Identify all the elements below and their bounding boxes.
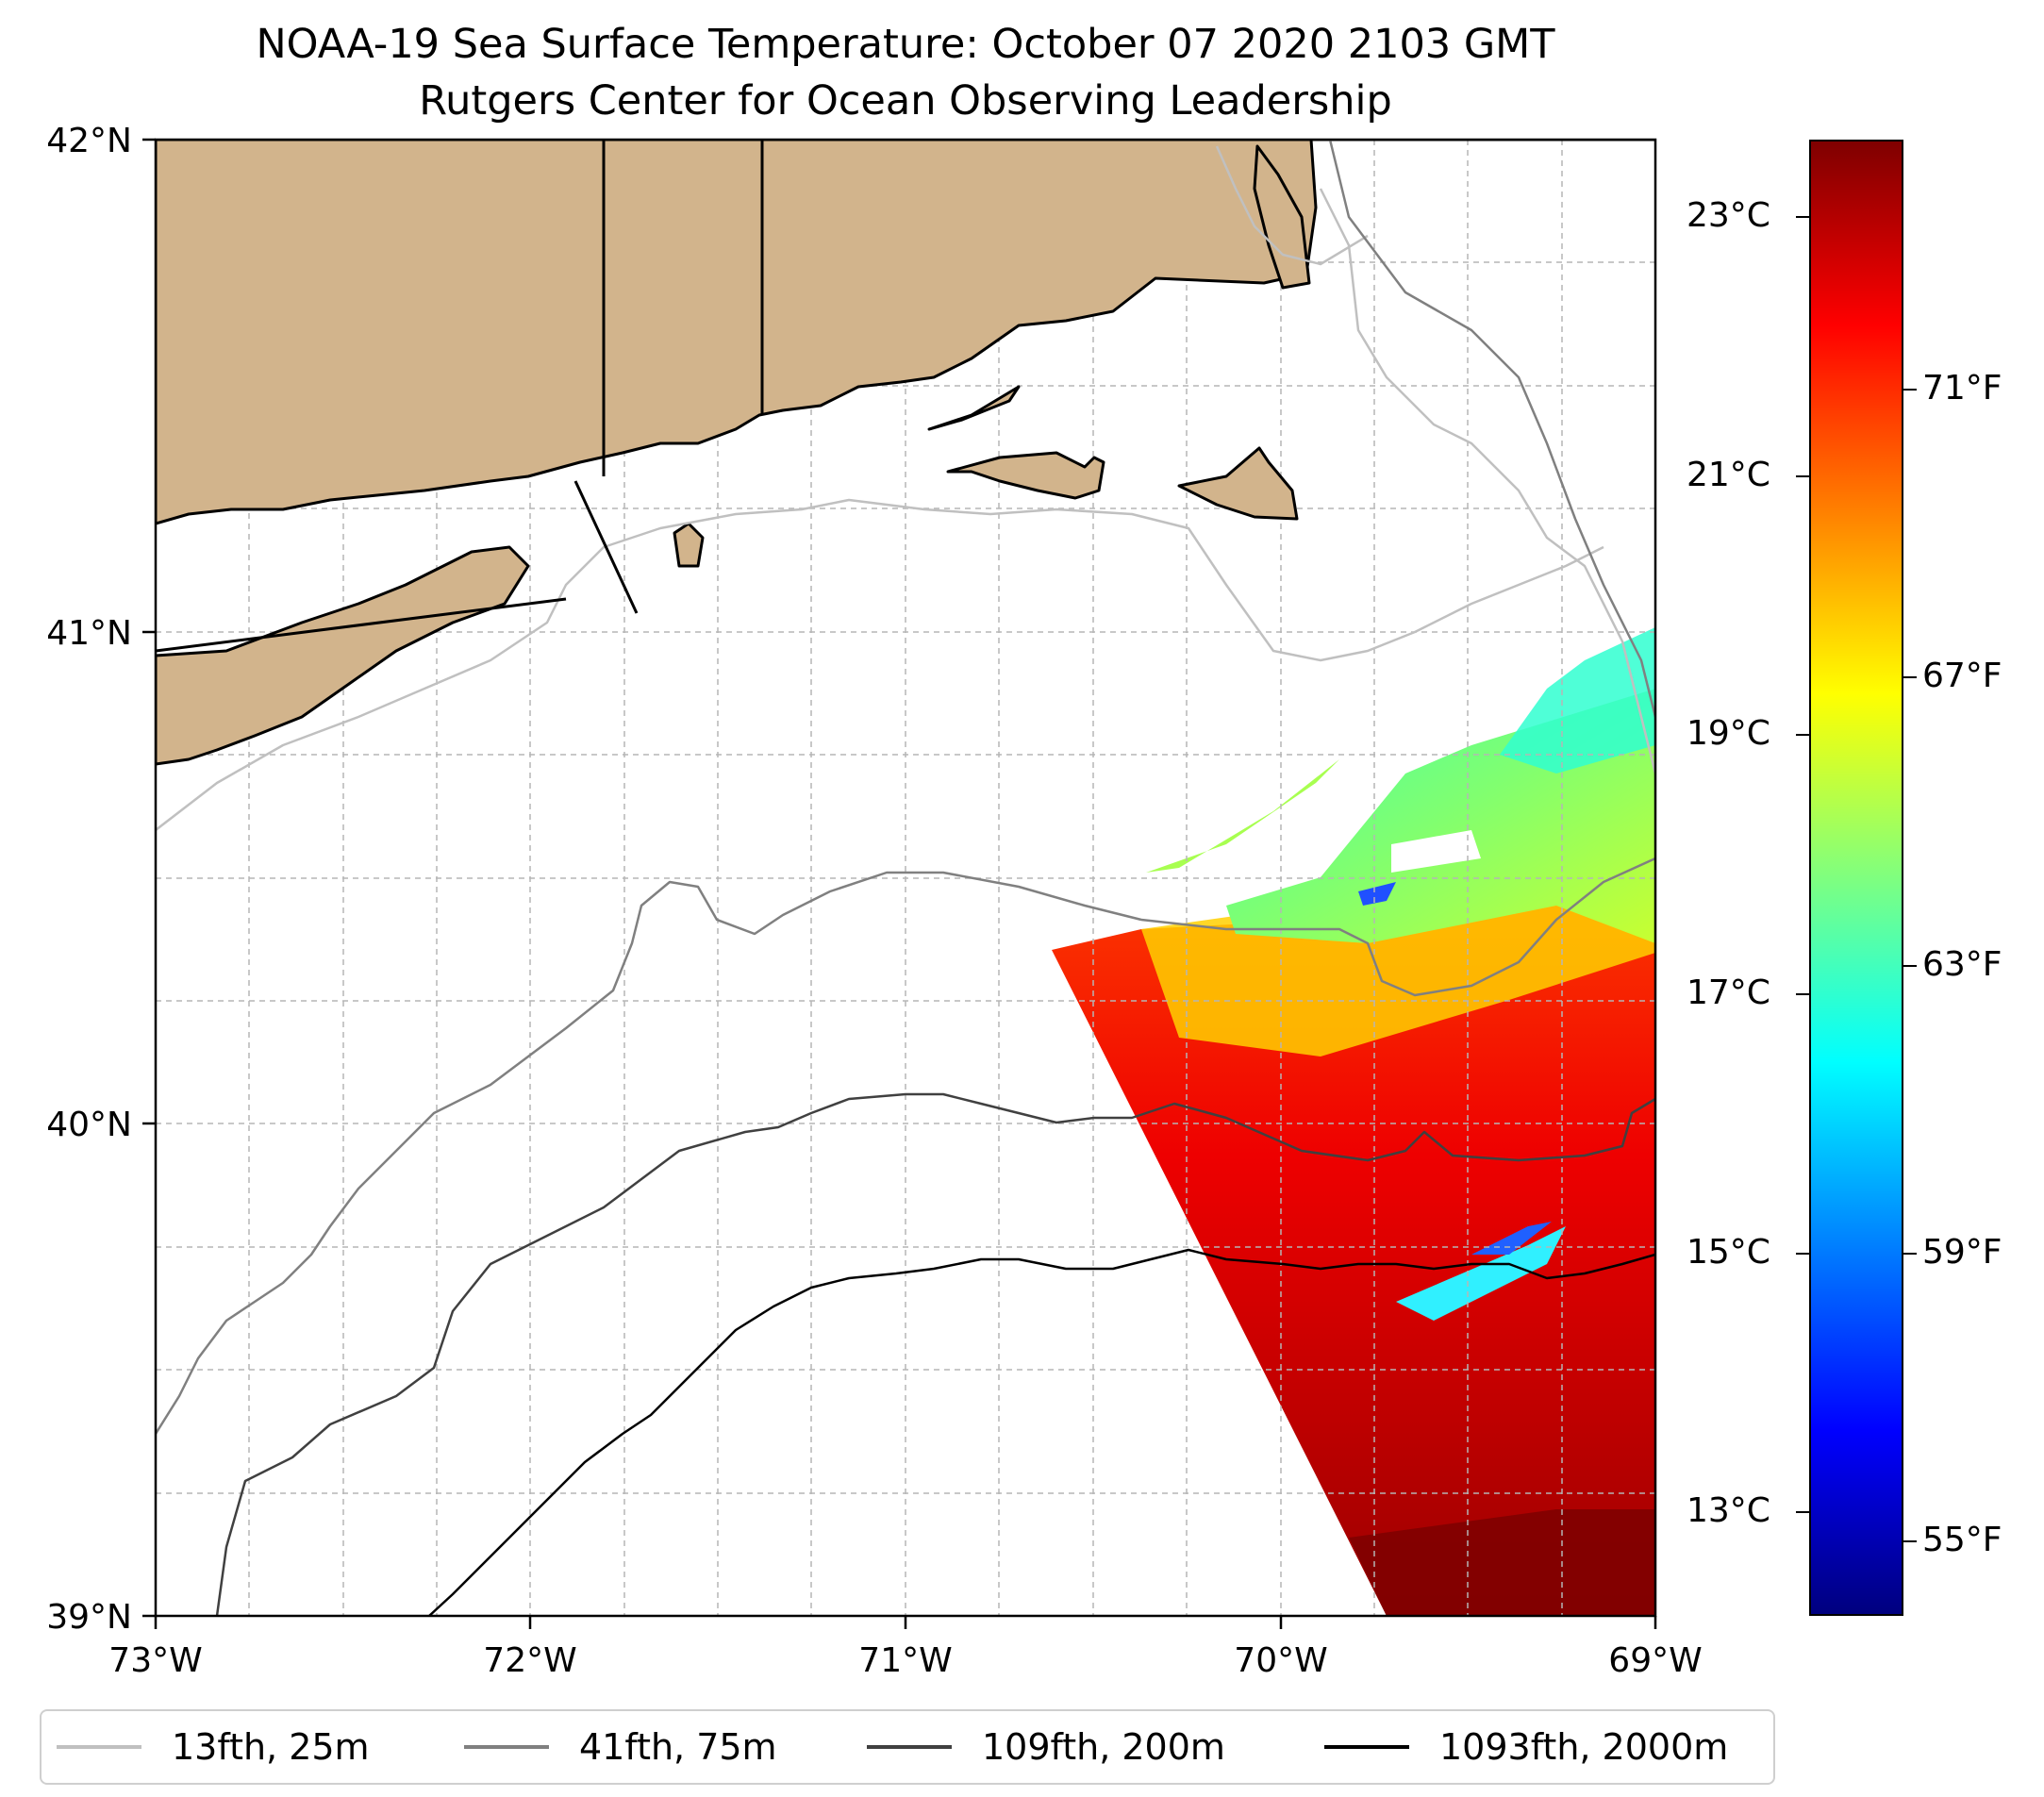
lon-tick-label: 70°W [1234,1641,1327,1680]
axis-ticks [142,138,1657,1629]
lat-tick-label: 42°N [46,122,132,160]
lon-tick-label: 71°W [858,1641,952,1680]
colorbar-tick-f [1903,964,1917,967]
colorbar-label-celsius: 23°C [1687,196,1770,236]
chart-title: NOAA-19 Sea Surface Temperature: October… [256,21,1555,68]
colorbar-label-fahrenheit: 59°F [1922,1232,2002,1272]
colorbar-tick-c [1796,216,1809,219]
colorbar-tick-f [1903,676,1917,679]
legend-item-200m: 109fth, 200m [867,1711,1225,1783]
chart-subtitle: Rutgers Center for Ocean Observing Leade… [419,77,1392,125]
colorbar-tick-f [1903,389,1917,391]
land [156,140,1655,766]
contour-109fth [215,1092,1655,1616]
legend-label: 41fth, 75m [579,1726,777,1768]
sst-swath [1052,627,1655,1616]
legend-swatch [1324,1745,1409,1749]
bathymetry-contours [156,140,1655,1616]
colorbar-label-celsius: 13°C [1687,1491,1770,1531]
colorbar-tick-c [1796,993,1809,996]
colorbar-label-fahrenheit: 63°F [1922,944,2002,984]
colorbar-tick-f [1903,1539,1917,1542]
colorbar-label-celsius: 21°C [1687,455,1770,494]
legend-label: 13fth, 25m [172,1726,370,1768]
colorbar-gradient [1809,140,1903,1616]
colorbar-label-celsius: 15°C [1687,1232,1770,1272]
legend-swatch [464,1745,549,1749]
colorbar-tick-c [1796,1511,1809,1514]
contour-41fth [156,140,1655,1435]
legend-label: 1093fth, 2000m [1439,1726,1729,1768]
contour-1093fth [428,1248,1655,1616]
colorbar-label-celsius: 19°C [1687,714,1770,754]
colorbar [1809,140,1903,1616]
contour-13fth [156,145,1655,831]
colorbar-tick-f [1903,1252,1917,1255]
colorbar-tick-c [1796,734,1809,737]
legend-swatch [57,1745,141,1749]
colorbar-tick-c [1796,1252,1809,1255]
legend-item-75m: 41fth, 75m [464,1711,777,1783]
legend-item-2000m: 1093fth, 2000m [1324,1711,1728,1783]
legend-swatch [867,1745,952,1749]
lon-tick-label: 69°W [1608,1641,1702,1680]
colorbar-tick-c [1796,474,1809,477]
colorbar-label-celsius: 17°C [1687,973,1770,1013]
lat-tick-label: 39°N [46,1598,132,1637]
legend: 13fth, 25m 41fth, 75m 109fth, 200m 1093f… [40,1709,1775,1785]
colorbar-label-fahrenheit: 55°F [1922,1520,2002,1559]
lat-tick-label: 41°N [46,614,132,653]
lon-tick-label: 73°W [108,1641,202,1680]
legend-item-25m: 13fth, 25m [57,1711,370,1783]
lat-tick-label: 40°N [46,1106,132,1144]
lon-tick-label: 72°W [483,1641,576,1680]
colorbar-label-fahrenheit: 67°F [1922,657,2002,696]
coastlines [156,140,764,653]
legend-label: 109fth, 200m [982,1726,1225,1768]
colorbar-label-fahrenheit: 71°F [1922,369,2002,408]
